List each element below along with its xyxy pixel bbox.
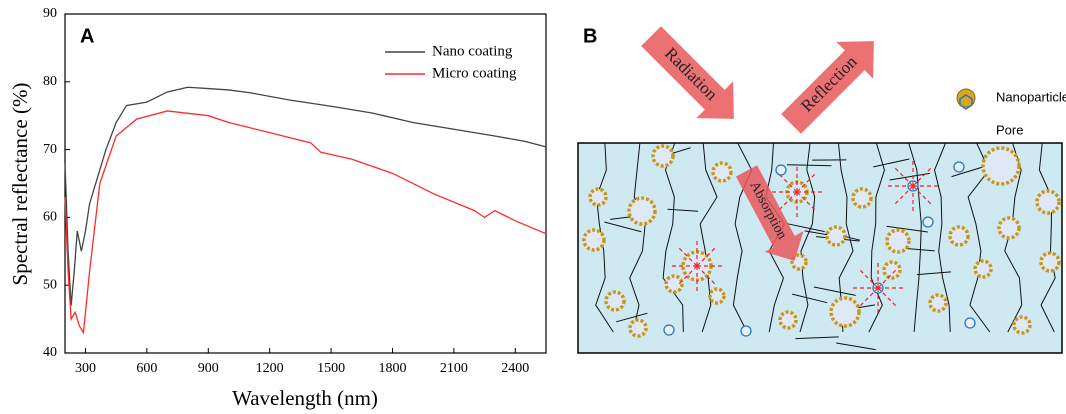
cell-boundary bbox=[786, 164, 832, 167]
y-tick-label: 80 bbox=[43, 74, 57, 89]
scatter-arrow bbox=[892, 185, 914, 207]
cell-boundary bbox=[662, 142, 684, 333]
x-tick-label: 2100 bbox=[440, 361, 468, 376]
nanoparticle bbox=[627, 196, 657, 226]
cell-boundary bbox=[836, 342, 876, 351]
scatter-arrow bbox=[857, 267, 879, 289]
nanoparticle bbox=[997, 216, 1021, 240]
nanoparticle bbox=[711, 161, 733, 183]
scatter-arrow bbox=[796, 191, 818, 213]
legend-label: Micro coating bbox=[432, 65, 517, 81]
nanoparticle bbox=[1035, 189, 1061, 215]
scatter-arrow bbox=[912, 165, 934, 187]
cell-boundary bbox=[799, 142, 816, 333]
nanoparticle bbox=[708, 287, 726, 305]
x-tick-label: 2400 bbox=[501, 361, 529, 376]
cell-boundary bbox=[604, 221, 642, 233]
nanoparticle bbox=[1039, 251, 1061, 273]
data-line bbox=[64, 86, 547, 306]
scatter-arrow bbox=[676, 245, 698, 267]
pore bbox=[953, 161, 965, 173]
nanoparticle bbox=[628, 318, 648, 338]
cell-boundary bbox=[886, 225, 928, 233]
scatter-arrow bbox=[696, 245, 718, 267]
pore bbox=[964, 317, 976, 329]
pore bbox=[775, 164, 787, 176]
cell-boundary bbox=[616, 312, 648, 323]
nanoparticle bbox=[604, 290, 626, 312]
x-tick-label: 900 bbox=[198, 361, 219, 376]
plot-frame bbox=[64, 13, 547, 354]
coating-panel bbox=[577, 142, 1063, 354]
nanoparticle bbox=[778, 310, 798, 330]
scatter-arrow bbox=[877, 287, 899, 309]
cell-boundary bbox=[873, 158, 910, 168]
nanoparticle bbox=[829, 296, 861, 328]
y-tick-label: 50 bbox=[43, 277, 57, 292]
x-tick-label: 1500 bbox=[317, 361, 345, 376]
cell-boundary bbox=[792, 293, 828, 304]
cell-boundary bbox=[908, 142, 922, 333]
nanoparticle bbox=[851, 187, 873, 209]
x-tick-label: 600 bbox=[136, 361, 157, 376]
nanoparticle bbox=[973, 259, 993, 279]
scatter-arrow bbox=[857, 287, 879, 309]
x-tick-label: 1800 bbox=[378, 361, 406, 376]
cell-boundary bbox=[916, 271, 952, 276]
y-tick-label: 40 bbox=[43, 345, 57, 360]
cell-boundary bbox=[868, 142, 885, 333]
pore bbox=[922, 216, 934, 228]
legend-label: Nano coating bbox=[432, 43, 513, 59]
pore bbox=[663, 324, 675, 336]
cell-boundary bbox=[667, 208, 699, 212]
cell-boundary bbox=[795, 336, 839, 340]
x-tick-label: 300 bbox=[75, 361, 96, 376]
nanoparticle bbox=[948, 225, 970, 247]
nanoparticle bbox=[928, 293, 948, 313]
nanoparticle bbox=[885, 228, 911, 254]
scatter-arrow bbox=[912, 185, 934, 207]
panel-label: A bbox=[80, 25, 94, 47]
nanoparticle bbox=[882, 260, 902, 280]
cell-boundary bbox=[786, 223, 825, 233]
panel-label: B bbox=[583, 25, 597, 47]
cell-boundary bbox=[934, 142, 951, 333]
cell-boundary bbox=[1038, 142, 1056, 333]
cell-boundary bbox=[629, 142, 646, 333]
cell-boundary bbox=[951, 166, 985, 178]
scatter-arrow bbox=[676, 265, 698, 287]
legend-pore-icon bbox=[959, 94, 973, 110]
data-line bbox=[64, 110, 547, 335]
scatter-arrow bbox=[696, 265, 718, 287]
reflection-arrow: Reflection bbox=[781, 41, 874, 134]
cell-boundary bbox=[889, 172, 930, 181]
arrow-label: Reflection bbox=[797, 52, 861, 116]
y-axis-label: Spectral reflectance (%) bbox=[8, 83, 32, 286]
nanoparticle bbox=[582, 228, 606, 252]
scatter-arrow bbox=[877, 267, 899, 289]
nanoparticle bbox=[664, 274, 684, 294]
x-axis-label: Wavelength (nm) bbox=[232, 386, 378, 410]
legend-label: Pore bbox=[996, 122, 1023, 137]
cell-boundary bbox=[813, 286, 856, 296]
legend-nanoparticle-icon bbox=[956, 88, 976, 108]
y-tick-label: 90 bbox=[43, 6, 57, 21]
scatter-arrow bbox=[776, 171, 798, 193]
nanoparticle bbox=[825, 225, 847, 247]
pore bbox=[740, 325, 752, 337]
scatter-arrow bbox=[796, 171, 818, 193]
scatter-arrow bbox=[892, 165, 914, 187]
nanoparticle bbox=[588, 187, 608, 207]
y-tick-label: 60 bbox=[43, 210, 57, 225]
nanoparticle bbox=[790, 253, 808, 271]
radiation-arrow: Radiation bbox=[641, 26, 734, 119]
nanoparticle bbox=[981, 146, 1021, 186]
scatter-arrow bbox=[776, 191, 798, 213]
y-tick-label: 70 bbox=[43, 142, 57, 157]
x-tick-label: 1200 bbox=[256, 361, 284, 376]
legend-label: Nanoparticle bbox=[996, 89, 1066, 104]
nanoparticle bbox=[1012, 315, 1032, 335]
nanoparticle bbox=[651, 144, 675, 168]
